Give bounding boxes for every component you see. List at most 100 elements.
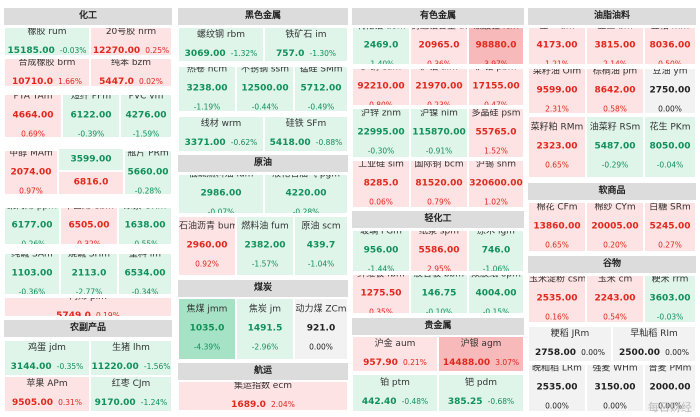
quote-cell-fbm[interactable]: 纤维板 fbm 1275.50 0.35% <box>352 274 410 314</box>
quote-cell-ebm[interactable]: 苯乙烯 ebm 6505.00 0.32% <box>60 207 118 245</box>
quote-cell-lrm[interactable]: 晚籼稻 LRm 2535.00 0.00% <box>528 364 586 412</box>
quote-cell-lcm[interactable]: 碳酸锂 lcm 98880.0 3.97% <box>468 27 524 65</box>
contract-name: 甲醇 MAm <box>9 150 53 158</box>
quote-cell-ppm[interactable]: 聚丙烯 ppm 6177.00 -0.26% <box>4 207 60 245</box>
quote-cell-lum[interactable]: 低硫燃料油 lum 2986.00 -0.07% <box>178 174 264 214</box>
quote-cell-lhm[interactable]: 生猪 lhm 11220.00 -1.56% <box>90 340 172 376</box>
quote-cell-apm[interactable]: 苹果 APm 9505.00 0.31% <box>4 376 90 412</box>
quote-cell-scm[interactable]: 原油 scm 439.7 -1.04% <box>294 216 348 276</box>
quote-cell-zcm[interactable]: 动力煤 ZCm 921.0 0.00% <box>294 298 348 360</box>
last-price: 2243.00 <box>594 293 636 304</box>
change-percent: -1.24% <box>140 398 168 407</box>
quote-cell-opm[interactable]: 双胶纸 opm 4004.00 -0.15% <box>468 274 524 314</box>
change-percent: -0.10% <box>425 307 453 314</box>
quote-cell-jm[interactable]: 焦炭 jm 1491.5 -2.96% <box>236 298 294 360</box>
quote-cell-nrm[interactable]: 20号胶 nrm 12270.00 0.25% <box>90 27 172 56</box>
quote-cell-pbm[interactable]: 沪铅 pbm 17155.00 0.47% <box>468 68 524 106</box>
contract-name: 石油沥青 bum <box>179 221 236 232</box>
change-percent: -1.06% <box>482 264 510 272</box>
quote-cell-urm[interactable]: 尿素 URm 1638.00 -0.55% <box>118 207 172 245</box>
quote-cell-bm[interactable]: 豆二 bm 3815.00 2.14% <box>586 27 644 65</box>
quote-cell-psm[interactable]: 多晶硅 psm 55765.0 1.52% <box>468 108 524 158</box>
quote-cell-ssm[interactable]: 不锈钢 ssm 12500.00 -0.44% <box>236 66 294 112</box>
quote-cell-znm[interactable]: 沪锌 znm 22995.00 -0.30% <box>352 108 410 158</box>
quote-cell-pkm[interactable]: 花生 PKm 8050.00 -0.04% <box>644 116 696 178</box>
quote-cell-pdm[interactable]: 钯 pdm 385.25 -0.68% <box>438 374 524 412</box>
quote-cell-pfm[interactable]: 短纤 PFm 6122.00 -0.39% <box>62 94 120 138</box>
quote-cell-pxm[interactable]: 对二甲苯 PXm6816.00.74% <box>58 171 124 195</box>
quote-cell-mm[interactable]: 豆粕 mm 8036.00 0.50% <box>644 27 696 65</box>
quote-cell-smm[interactable]: 锰硅 SMm 5712.00 -0.49% <box>294 66 348 112</box>
quote-cell-rim[interactable]: 早籼稻 RIm 2500.00 0.00% <box>612 326 696 362</box>
quote-cell-brm[interactable]: 合成橡胶 brm 10710.0 1.66% <box>4 58 90 87</box>
quote-cell-plm[interactable]: 丙烯 plm 5749.0 0.19% <box>4 297 172 317</box>
section-header-precious: 贵金属 <box>352 318 524 335</box>
quote-cell-mam[interactable]: 甲醇 MAm 2074.00 0.97% <box>4 150 58 195</box>
quote-cell-sam[interactable]: 纯碱 SAm 1103.00 -0.36% <box>4 253 60 295</box>
quote-cell-bum[interactable]: 石油沥青 bum 2960.00 0.92% <box>178 216 236 276</box>
quote-cell-agm[interactable]: 沪银 agm 14488.00 3.07% <box>438 336 524 372</box>
quote-cell-wrm[interactable]: 线材 wrm 3371.00 -0.62% <box>178 116 264 152</box>
quote-cell-im[interactable]: 铁矿石 im 757.0 -1.30% <box>264 27 348 62</box>
quote-cell-rbm[interactable]: 螺纹钢 rbm 3069.00 -1.32% <box>178 27 264 62</box>
quote-cell-whm[interactable]: 强麦 WHm 3150.00 0.00% <box>586 364 644 412</box>
quote-cell-alm[interactable]: 沪铝 alm 21970.00 0.23% <box>410 68 468 106</box>
quote-cell-jmm[interactable]: 焦煤 jmm 1035.0 -4.39% <box>178 298 236 360</box>
quote-cell-shm[interactable]: 烧碱 SHm 2113.0 -2.77% <box>60 253 118 295</box>
quote-cell-ecm[interactable]: 集运指数 ecm 1689.0 2.04% <box>178 381 348 411</box>
quote-cell-bzm[interactable]: 纯苯 bzm 5447.0 0.02% <box>90 58 172 87</box>
last-price: 2750.00 <box>649 85 691 96</box>
quote-cell-pm[interactable]: 棕榈油 pm 8642.00 0.58% <box>586 68 644 114</box>
quote-cell-egm[interactable]: 乙二醇 egm3599.00-0.58% <box>58 148 124 171</box>
section-header-ferrous: 黑色金属 <box>178 8 348 25</box>
quote-cell-aum[interactable]: 沪金 aum 957.90 0.21% <box>352 336 438 372</box>
quote-cell-srm[interactable]: 白糖 SRm 5245.00 0.27% <box>644 202 696 252</box>
quote-cell-cum[interactable]: 沪铜 cum 92210.00 0.80% <box>352 68 410 106</box>
change-percent: -0.35% <box>56 362 84 371</box>
quote-cell-pgm[interactable]: 瓶片 PRm 5660.00 -0.28% <box>124 150 172 195</box>
quote-cell-lgm[interactable]: 原木 lgm 746.0 -1.06% <box>468 230 524 272</box>
quote-cell-sfm[interactable]: 硅铁 SFm 5418.00 -0.88% <box>264 116 348 152</box>
quote-cell-bbm[interactable]: 胶合板 bbm 146.75 -0.10% <box>410 274 468 314</box>
quote-cell-snm[interactable]: 沪锡 snm 320600.00 1.02% <box>468 160 524 208</box>
quote-cell-pgm2[interactable]: 液化石油气 pgm 4220.00 -0.28% <box>264 174 348 214</box>
last-price: 4664.00 <box>12 110 54 121</box>
quote-cell-pmm[interactable]: 普麦 PMm 2000.00 0.00% <box>644 364 696 412</box>
contract-name: 集运指数 ecm <box>233 381 293 391</box>
quote-cell-am[interactable]: 豆一 am 4173.00 1.21% <box>528 27 586 65</box>
quote-cell-pvcvm[interactable]: PVC vm 4276.00 -1.59% <box>120 94 172 138</box>
quote-cell-aom[interactable]: 氧化铝 aom 2469.0 -1.40% <box>352 27 410 65</box>
quote-cell-tam[interactable]: PTA TAm 4664.00 0.69% <box>4 94 62 138</box>
quote-cell-ym[interactable]: 豆油 ym 2750.00 0.00% <box>644 68 696 114</box>
quote-cell-fgm[interactable]: 玻璃 FGm 956.00 -1.44% <box>352 230 410 272</box>
change-percent: 0.65% <box>545 160 569 170</box>
quote-cell-cfm[interactable]: 棉花 CFm 13860.00 0.65% <box>528 202 586 252</box>
quote-cell-ptm[interactable]: 铂 ptm 442.40 -0.48% <box>352 374 438 412</box>
quote-cell-csm[interactable]: 玉米淀粉 csm 2535.00 0.16% <box>528 275 586 323</box>
quote-cell-hcm[interactable]: 热卷 hcm 3238.00 -1.19% <box>178 66 236 112</box>
quote-cell-rum[interactable]: 橡胶 rum 15185.00 -0.03% <box>4 27 90 56</box>
quote-cell-spm[interactable]: 纸浆 spm 5586.00 2.95% <box>410 230 468 272</box>
quote-cell-cym[interactable]: 棉纱 CYm 20005.00 0.20% <box>586 202 644 252</box>
quote-cell-jdm[interactable]: 鸡蛋 jdm 3144.00 -0.35% <box>4 340 90 376</box>
last-price: 2535.00 <box>536 293 578 304</box>
quote-cell-cjm[interactable]: 红枣 CJm 9170.00 -1.24% <box>90 376 172 412</box>
quote-cell-jrm[interactable]: 粳稻 JRm 2758.00 0.00% <box>528 326 612 362</box>
quote-cell-lm[interactable]: 塑料 lm 6534.00 -0.34% <box>118 253 172 295</box>
contract-name: 丙烯 plm <box>69 297 107 302</box>
contract-name: 普麦 PMm <box>648 364 692 374</box>
change-percent: 0.25% <box>145 45 170 55</box>
change-percent: 0.19% <box>96 311 120 317</box>
quote-cell-rsm[interactable]: 油菜籽 RSm 5487.00 -0.29% <box>586 116 644 178</box>
quote-cell-cm[interactable]: 玉米 cm 2243.00 0.54% <box>586 275 644 323</box>
quote-cell-adm[interactable]: 铸造铝合金 adm 20965.0 0.36% <box>410 27 468 65</box>
quote-cell-rrm[interactable]: 粳米 rrm 3603.00 -0.03% <box>644 275 696 323</box>
quote-cell-oim[interactable]: 菜籽油 OIm 9599.00 2.31% <box>528 68 586 114</box>
quote-cell-bcm[interactable]: 国际铜 bcm 81520.00 0.79% <box>410 160 468 208</box>
quote-cell-rmm[interactable]: 菜籽粕 RMm 2323.00 0.65% <box>528 116 586 178</box>
quote-cell-nim[interactable]: 沪镍 nim 115870.00 -0.91% <box>410 108 468 158</box>
quote-cell-sim[interactable]: 工业硅 sim 8285.0 0.06% <box>352 160 410 208</box>
contract-name: 燃料油 fum <box>241 221 289 232</box>
quote-cell-fum[interactable]: 燃料油 fum 2382.00 -1.57% <box>236 216 294 276</box>
section-header-crude: 原油 <box>178 155 348 172</box>
